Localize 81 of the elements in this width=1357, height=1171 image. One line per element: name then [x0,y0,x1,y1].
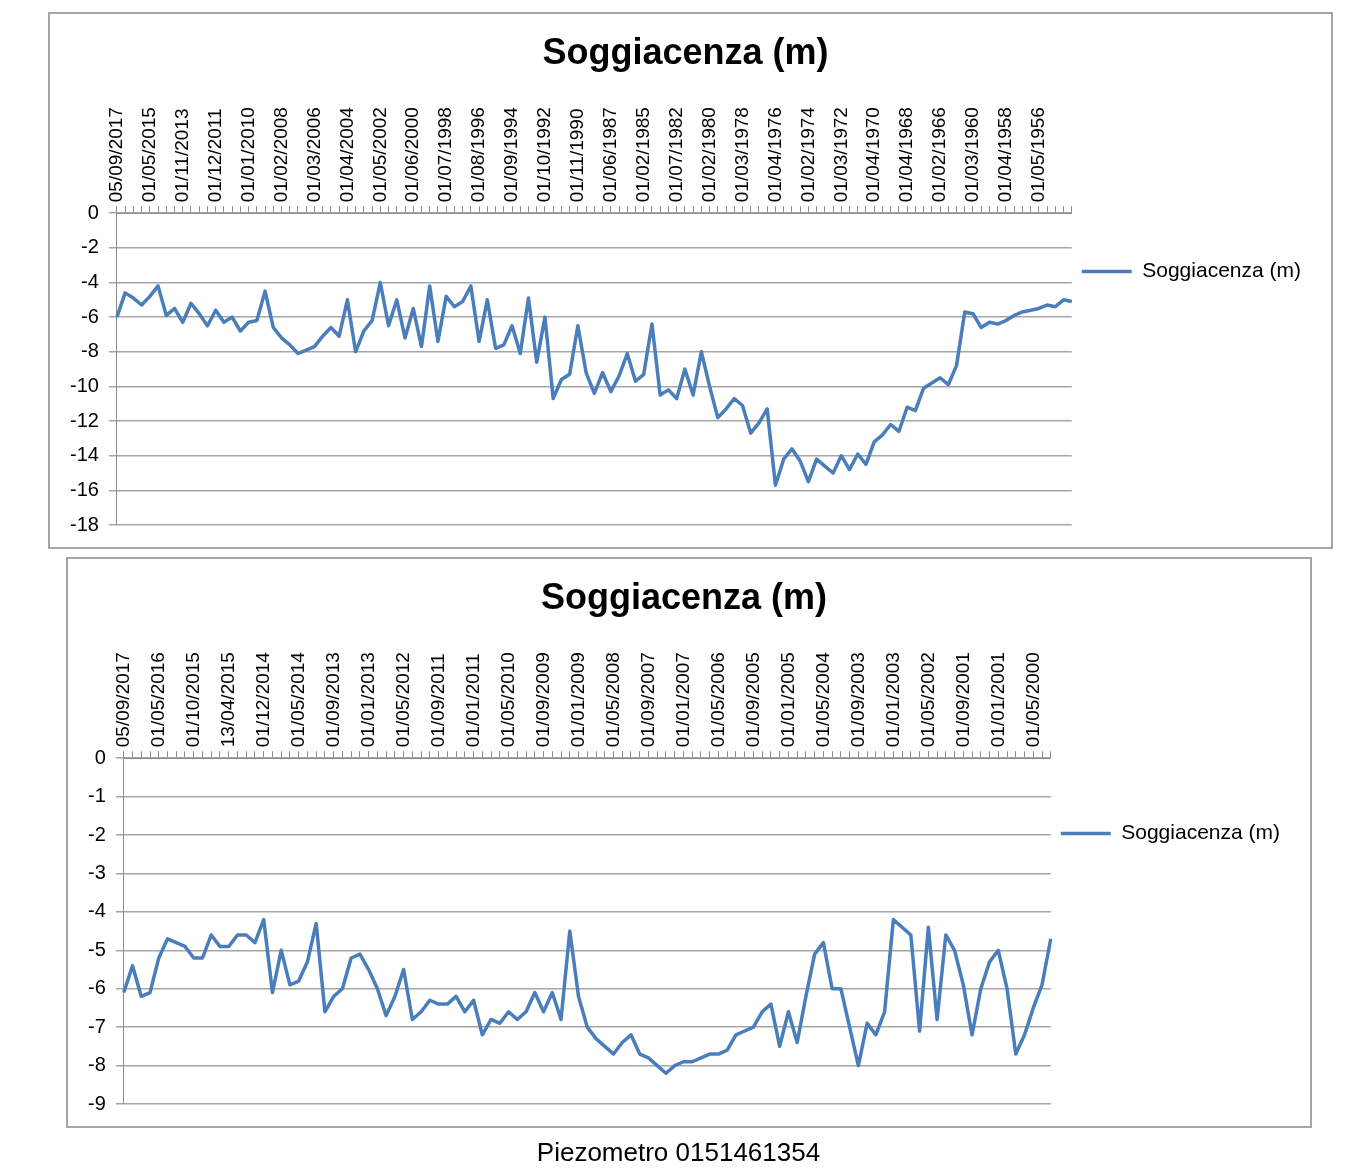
x-tick-label: 05/09/2017 [105,107,127,203]
x-tick-label: 01/04/2004 [335,106,357,203]
x-tick-label: 01/05/1956 [1027,107,1049,203]
y-tick-label: -18 [70,512,99,535]
x-tick-label: 01/12/2011 [203,108,225,203]
x-tick-label: 01/08/1996 [467,107,489,203]
y-tick-label: -16 [70,477,99,500]
x-tick-label: 01/09/2009 [531,652,553,748]
y-tick-label: -2 [87,822,106,845]
x-tick-label: 01/01/2011 [461,653,483,748]
y-tick-label: -2 [81,235,99,258]
x-tick-label: 01/05/2006 [706,652,728,748]
x-tick-label: 01/09/2005 [741,652,763,748]
y-tick-label: -1 [87,784,106,807]
x-tick-label: 13/04/2015 [216,652,238,748]
text: Piezometro 0151461354 [535,1137,822,1168]
x-tick-label: 01/09/2001 [951,652,973,748]
x-tick-label: 01/05/2008 [601,652,623,748]
legend-label: Soggiacenza (m) [1121,820,1281,844]
y-tick-label: -12 [70,408,99,431]
x-tick-label: 01/05/2015 [138,107,160,203]
x-tick-label: 01/03/1960 [961,107,983,203]
y-tick-label: -14 [70,443,99,466]
x-tick-label: 01/01/2003 [881,652,903,748]
x-tick-label: 01/12/2014 [251,651,273,748]
x-tick-label: 01/03/1972 [829,107,851,203]
x-tick-label: 01/11/2013 [170,108,192,203]
x-tick-label: 01/05/2002 [368,107,390,203]
x-tick-label: 01/07/1998 [434,107,456,203]
x-tick-label: 01/02/1985 [631,107,653,203]
x-tick-label: 01/02/1980 [697,107,719,203]
y-tick-label: -5 [87,937,106,960]
x-tick-label: 01/09/1994 [500,106,522,203]
x-tick-label: 01/06/2000 [401,107,423,203]
x-tick-label: 01/01/2007 [671,652,693,748]
x-tick-label: 01/10/2015 [181,652,203,748]
x-tick-label: 01/06/1987 [599,107,621,203]
y-tick-label: -4 [81,270,99,292]
x-tick-label: 01/05/2002 [916,652,938,748]
x-tick-label: 01/05/2012 [391,652,413,748]
legend-label: Soggiacenza (m) [1142,258,1302,282]
y-tick-label: -9 [87,1091,106,1114]
y-tick-label: -8 [87,1053,106,1076]
y-tick-label: -3 [87,860,106,883]
y-tick-label: -6 [87,976,106,999]
x-tick-label: 01/07/1982 [664,107,686,203]
x-tick-label: 01/05/2004 [811,651,833,748]
y-tick-label: -8 [81,339,99,362]
chart-title: Soggiacenza (m) [542,30,829,72]
x-tick-label: 01/03/1978 [730,107,752,203]
y-tick-label: -6 [81,304,99,327]
x-tick-label: 01/04/1970 [862,107,884,203]
x-tick-label: 01/05/2016 [147,652,168,748]
x-tick-label: 01/05/2014 [286,651,308,748]
x-tick-label: 01/04/1958 [994,107,1016,203]
x-tick-label: 01/09/2007 [636,652,658,748]
x-tick-label: 01/09/2011 [426,653,448,748]
x-tick-label: 01/01/2001 [986,652,1008,748]
x-tick-label: 01/05/2010 [496,652,518,748]
y-tick-label: -4 [87,899,106,922]
x-tick-label: 01/02/1974 [796,106,818,203]
x-tick-label: 01/02/1966 [928,107,950,203]
y-tick-label: 0 [94,745,106,768]
x-tick-label: 01/01/2013 [356,652,378,748]
x-tick-label: 01/09/2003 [846,652,868,748]
x-tick-label: 05/09/2017 [112,652,134,748]
x-tick-label: 01/01/2009 [566,652,588,748]
chart-title: Soggiacenza (m) [540,575,828,617]
x-tick-label: 01/03/2006 [302,107,324,203]
x-tick-label: 01/10/1992 [533,107,555,203]
y-tick-label: 0 [87,200,99,223]
x-tick-label: 01/04/1976 [763,107,785,203]
x-tick-label: 01/09/2013 [321,652,343,748]
x-tick-label: 01/01/2010 [236,107,258,203]
x-tick-label: 01/11/1990 [566,108,588,203]
x-tick-label: 01/04/1968 [895,107,917,203]
y-tick-label: -7 [87,1014,106,1037]
x-tick-label: 01/02/2008 [269,107,291,203]
x-tick-label: 01/01/2005 [776,652,798,748]
x-tick-label: 01/05/2000 [1021,652,1043,748]
y-tick-label: -10 [70,373,99,396]
